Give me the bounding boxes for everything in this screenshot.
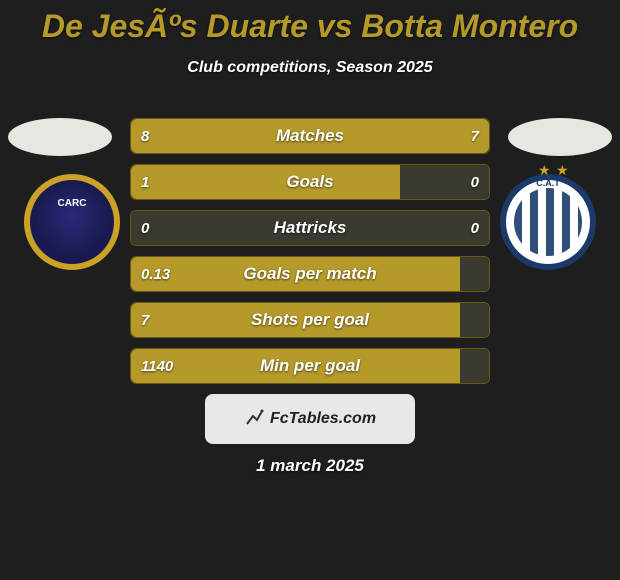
stat-row: 1140Min per goal [130, 348, 490, 384]
stat-label: Matches [131, 119, 489, 153]
player-avatar-right [508, 118, 612, 156]
chart-icon [244, 407, 264, 432]
comparison-card: De JesÃºs Duarte vs Botta Montero Club c… [0, 0, 620, 580]
stat-label: Hattricks [131, 211, 489, 245]
stat-label: Goals [131, 165, 489, 199]
stats-panel: 87Matches 10Goals 00Hattricks 0.13Goals per… [130, 118, 490, 394]
stat-label: Min per goal [131, 349, 489, 383]
stat-row: 10Goals [130, 164, 490, 200]
star-icon: ★ [556, 162, 569, 179]
date-label: 1 march 2025 [0, 456, 620, 476]
stat-row: 00Hattricks [130, 210, 490, 246]
club-emblem-left: CARC [24, 174, 120, 270]
stat-row: 87Matches [130, 118, 490, 154]
club-emblem-right-text: C.A.T [506, 178, 590, 188]
stat-label: Goals per match [131, 257, 489, 291]
player-avatar-left [8, 118, 112, 156]
star-icon: ★ [538, 162, 551, 179]
page-title: De JesÃºs Duarte vs Botta Montero [0, 0, 620, 45]
stat-label: Shots per goal [131, 303, 489, 337]
stat-row: 0.13Goals per match [130, 256, 490, 292]
club-emblem-right: ★ ★ C.A.T [500, 174, 596, 270]
watermark-text: FcTables.com [270, 410, 376, 428]
stat-row: 7Shots per goal [130, 302, 490, 338]
club-emblem-left-text: CARC [30, 198, 114, 209]
watermark: FcTables.com [205, 394, 415, 444]
subtitle: Club competitions, Season 2025 [0, 59, 620, 77]
